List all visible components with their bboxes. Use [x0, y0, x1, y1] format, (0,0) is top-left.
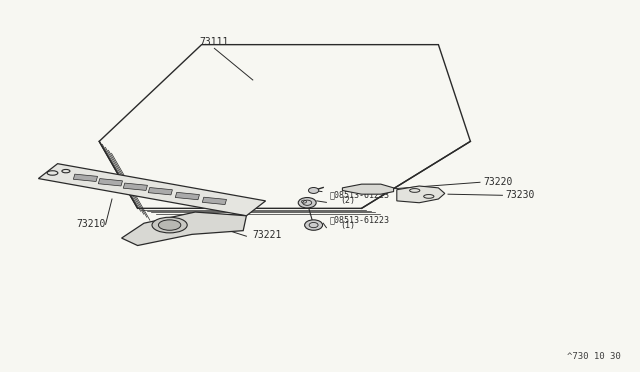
Text: (2): (2)	[340, 196, 355, 205]
Polygon shape	[99, 179, 122, 186]
Polygon shape	[397, 186, 445, 203]
Polygon shape	[342, 184, 394, 194]
Text: ^730 10 30: ^730 10 30	[567, 352, 621, 361]
Polygon shape	[74, 174, 97, 182]
Text: 73220: 73220	[483, 177, 513, 187]
Polygon shape	[175, 192, 200, 200]
Circle shape	[308, 187, 319, 193]
Text: (1): (1)	[340, 221, 355, 230]
Ellipse shape	[159, 220, 181, 230]
Circle shape	[305, 220, 323, 230]
Text: 73221: 73221	[253, 230, 282, 240]
Circle shape	[298, 198, 316, 208]
Polygon shape	[148, 187, 172, 195]
Text: 73210: 73210	[77, 219, 106, 229]
Ellipse shape	[152, 217, 188, 233]
Polygon shape	[202, 197, 227, 205]
Text: 73111: 73111	[200, 36, 229, 46]
Text: Ⓢ08513-61223: Ⓢ08513-61223	[330, 190, 390, 199]
Polygon shape	[122, 212, 246, 246]
Text: 73230: 73230	[506, 190, 535, 200]
Polygon shape	[124, 183, 147, 190]
Text: Ⓢ08513-61223: Ⓢ08513-61223	[330, 216, 390, 225]
Polygon shape	[38, 164, 266, 216]
